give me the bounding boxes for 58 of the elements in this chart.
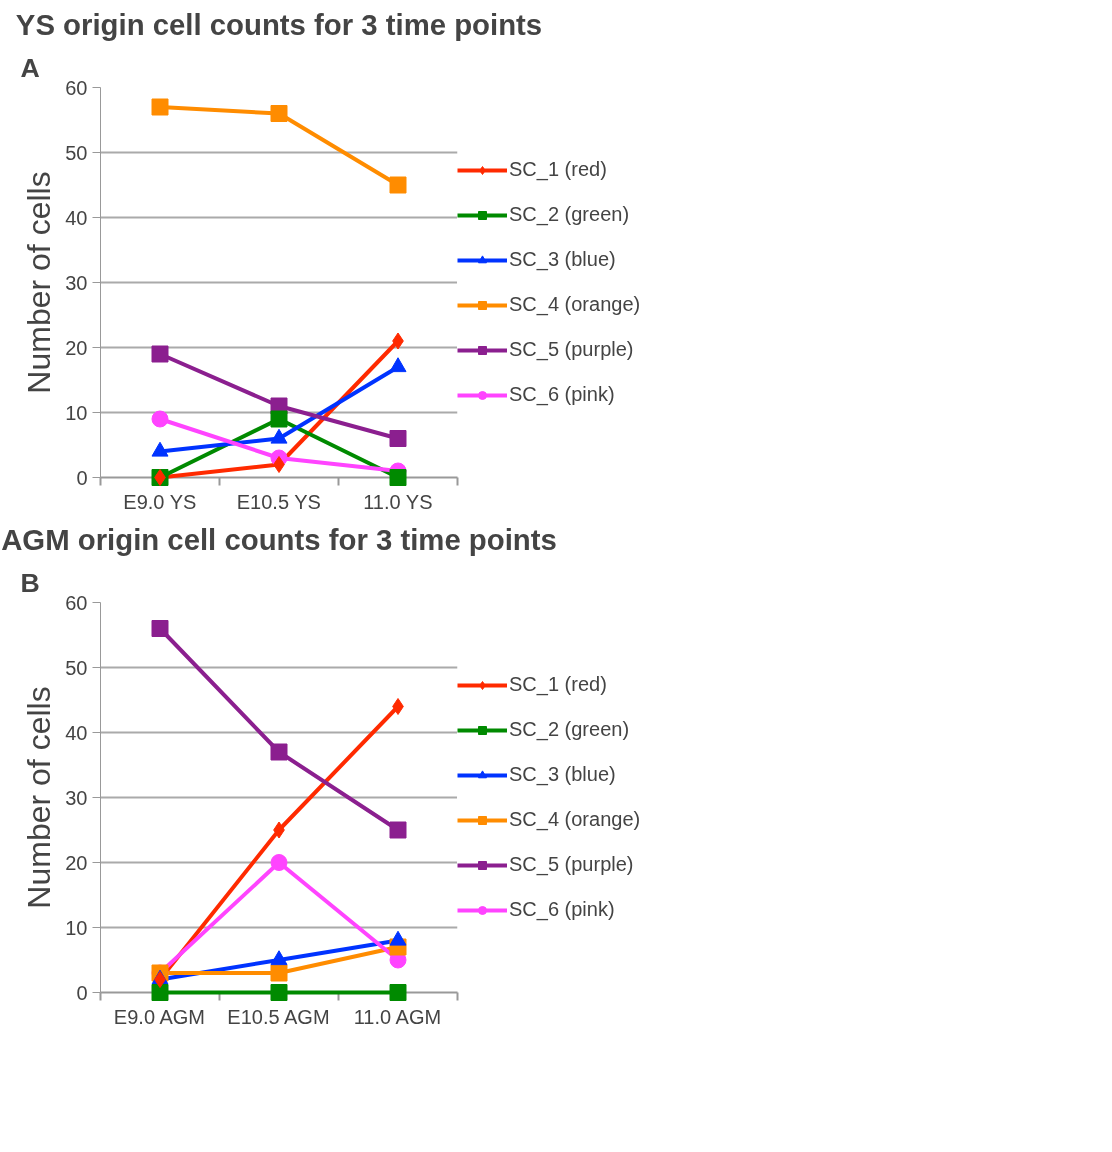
y-tick-label: 20 [65, 851, 88, 874]
y-tick-label: 60 [65, 76, 88, 99]
legend-label: SC_4 (orange) [509, 808, 641, 831]
point [151, 345, 169, 363]
point [151, 410, 169, 428]
x-tick-label: E10.5 AGM [227, 1005, 330, 1028]
y-tick-label: 10 [65, 401, 88, 424]
point [389, 357, 407, 373]
legend-label: SC_1 (red) [509, 158, 607, 181]
point [151, 984, 169, 1001]
y-tick-label: 20 [65, 336, 88, 359]
point [392, 698, 404, 715]
y-tick-label: 40 [65, 721, 88, 744]
y-tick-label: 30 [65, 786, 88, 809]
point [151, 98, 169, 116]
legend-label: SC_2 (green) [509, 203, 630, 226]
point [270, 964, 288, 982]
chart-title: AGM origin cell counts for 3 time points [1, 522, 557, 556]
point [273, 456, 285, 473]
y-tick-label: 0 [76, 981, 88, 1004]
point [389, 176, 407, 194]
point [270, 984, 288, 1001]
text: A [20, 52, 40, 83]
legend-label: SC_4 (orange) [509, 293, 641, 316]
point [270, 950, 288, 966]
point [270, 854, 288, 871]
point [151, 620, 169, 637]
legend-label: SC_3 (blue) [509, 763, 616, 786]
x-tick-label: E9.0 YS [123, 490, 197, 513]
legend-label: SC_3 (blue) [509, 248, 616, 271]
legend-label: SC_1 (red) [509, 673, 607, 696]
point [270, 410, 288, 428]
point [389, 821, 407, 839]
y-tick-label: 10 [65, 916, 88, 939]
x-tick-label: E10.5 YS [236, 490, 321, 513]
legend-label: SC_6 (pink) [509, 383, 615, 406]
y-tick-label: 60 [65, 591, 88, 614]
x-tick-label: 11.0 YS [363, 490, 433, 513]
legend-label: SC_6 (pink) [509, 898, 615, 921]
x-tick-label: 11.0 AGM [353, 1005, 442, 1028]
y-axis-title: Number of cells [21, 171, 58, 394]
text: B [20, 567, 40, 598]
x-tick-label: E9.0 AGM [113, 1005, 206, 1028]
y-tick-label: 0 [76, 466, 88, 489]
point [389, 469, 407, 486]
legend-label: SC_2 (green) [509, 718, 630, 741]
y-tick-label: 50 [65, 656, 88, 679]
y-axis-title: Number of cells [21, 686, 58, 909]
y-tick-label: 50 [65, 141, 88, 164]
y-tick-label: 30 [65, 271, 88, 294]
point [389, 430, 407, 447]
point [389, 984, 407, 1001]
chart-title: YS origin cell counts for 3 time points [15, 7, 543, 41]
legend-label: SC_5 (purple) [509, 853, 634, 876]
legend-label: SC_5 (purple) [509, 338, 634, 361]
point [270, 105, 288, 122]
point [270, 743, 288, 761]
y-tick-label: 40 [65, 206, 88, 229]
